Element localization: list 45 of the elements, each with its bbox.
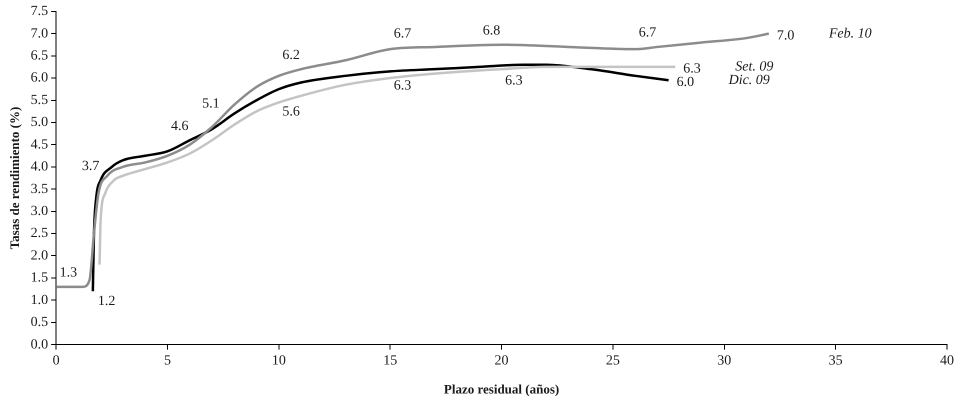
y-tick-label: 7.0 — [30, 26, 48, 42]
y-tick-label: 0.0 — [30, 337, 48, 352]
annotation: 6.2 — [282, 48, 300, 63]
y-tick-label: 4.5 — [30, 137, 48, 152]
x-tick-label: 35 — [828, 354, 843, 369]
y-tick-label: 4.0 — [30, 160, 48, 175]
y-axis-title: Tasas de rendimiento (%) — [7, 106, 22, 250]
x-tick-label: 25 — [606, 354, 620, 369]
annotation: 4.6 — [170, 118, 188, 134]
x-tick-label: 40 — [940, 354, 954, 369]
y-tick-label: 5.5 — [30, 92, 48, 108]
y-tick-label: 1.5 — [30, 270, 48, 286]
y-tick-label: 0.5 — [30, 315, 48, 330]
annotation: 6.0 — [676, 74, 694, 90]
x-tick-label: 20 — [494, 354, 509, 369]
annotation: 5.6 — [282, 104, 300, 120]
x-tick-label: 30 — [717, 354, 732, 369]
text: Feb. 10 — [828, 26, 872, 42]
annotation: 7.0 — [776, 28, 794, 44]
y-tick-label: 2.0 — [30, 248, 48, 264]
annotation: 1.2 — [98, 294, 116, 309]
annotation: 5.1 — [202, 96, 220, 112]
y-tick-label: 6.5 — [30, 48, 48, 64]
y-tick-label: 6.0 — [30, 70, 48, 86]
text: Dic. 09 — [728, 72, 770, 88]
annotation: 6.3 — [505, 73, 523, 88]
annotation: 6.7 — [394, 26, 412, 42]
x-tick-label: 5 — [164, 354, 171, 369]
annotation: 6.3 — [394, 78, 412, 94]
text: Set. 09 — [735, 60, 774, 75]
y-tick-label: 3.0 — [30, 204, 48, 219]
annotation: 6.7 — [638, 26, 656, 41]
annotation: 6.8 — [482, 23, 500, 38]
annotation: 6.3 — [683, 62, 701, 77]
x-axis-title: Plazo residual (años) — [444, 382, 560, 397]
y-tick-label: 2.5 — [30, 226, 48, 242]
x-tick-label: 0 — [52, 354, 60, 369]
annotation: 1.3 — [60, 266, 78, 281]
y-tick-label: 3.5 — [30, 182, 48, 197]
annotation: 3.7 — [82, 158, 100, 174]
y-tick-label: 1.0 — [30, 292, 48, 308]
y-tick-label: 5.0 — [30, 115, 48, 130]
x-tick-label: 10 — [272, 354, 286, 369]
y-tick-label: 7.5 — [30, 4, 48, 20]
x-tick-label: 15 — [383, 354, 398, 369]
